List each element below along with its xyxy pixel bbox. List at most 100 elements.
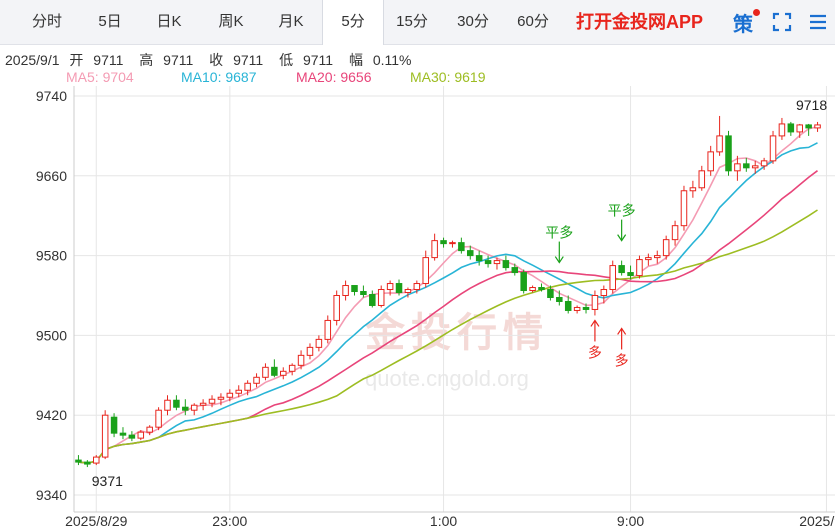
candle-body-83 — [814, 124, 821, 129]
candle-body-66 — [662, 239, 670, 257]
y-tick-label-2: 9500 — [36, 327, 67, 343]
candle-body-79 — [778, 123, 786, 137]
x-tick-label-3: 9:00 — [617, 513, 644, 529]
candle-body-40 — [431, 240, 438, 259]
candle-body-24 — [288, 364, 296, 372]
high-value: 9711 — [163, 52, 194, 68]
candle-body-38 — [413, 283, 421, 291]
candle-body-35 — [386, 283, 394, 291]
tab-5[interactable]: 5分 — [322, 0, 384, 45]
candle-body-19 — [244, 382, 251, 391]
menu-icon[interactable] — [808, 12, 828, 32]
tab-3[interactable]: 周K — [218, 13, 244, 30]
ma-line-ma10 — [78, 142, 818, 464]
y-tick-label-4: 9660 — [36, 168, 67, 184]
max-price-label: 9718 — [796, 97, 827, 113]
candle-body-32 — [360, 291, 367, 296]
candle-body-3 — [101, 414, 109, 458]
candle-body-58 — [591, 295, 599, 310]
candle-body-55 — [564, 300, 572, 311]
tab-0[interactable]: 分时 — [31, 13, 62, 30]
tab-6[interactable]: 15分 — [396, 13, 428, 30]
tab-7[interactable]: 30分 — [457, 13, 489, 30]
watermark-url: quote.cngold.org — [365, 366, 529, 391]
candle-body-21 — [262, 366, 269, 378]
candle-body-72 — [716, 135, 723, 153]
candle-body-68 — [680, 190, 688, 227]
high-label: 高 — [139, 52, 154, 68]
ma30-label: MA30: 9619 — [410, 69, 486, 85]
candle-body-17 — [226, 392, 234, 398]
candle-body-59 — [600, 289, 608, 297]
candle-body-82 — [805, 124, 812, 129]
candle-body-2 — [93, 456, 100, 464]
open-label: 开 — [69, 52, 84, 68]
candle-body-26 — [306, 346, 314, 356]
ohlc-info-bar: 2025/9/1 开 9711 高 9711 收 9711 低 9711 幅 0… — [5, 50, 424, 70]
watermark-cn: 金投行情 — [365, 311, 549, 355]
period-tab-bar: 分时 5日 日K 周K 月K 5分 15分 30分 60分 — [0, 0, 835, 45]
strategy-icon[interactable]: 策 — [733, 14, 753, 36]
candle-body-53 — [547, 289, 554, 298]
change-label: 幅 — [348, 52, 363, 68]
candle-body-30 — [342, 285, 349, 296]
y-tick-label-3: 9580 — [36, 248, 67, 264]
ma-line-ma30 — [78, 209, 818, 464]
candle-body-54 — [556, 296, 563, 302]
candle-body-31 — [351, 285, 358, 293]
long-arrowhead-5 — [617, 327, 627, 335]
candle-body-6 — [128, 434, 136, 439]
candle-body-9 — [155, 409, 162, 428]
candle-body-4 — [110, 416, 118, 434]
info-date: 2025/9/1 — [5, 52, 60, 68]
candle-body-7 — [137, 431, 145, 439]
candle-body-28 — [324, 319, 332, 340]
candle-body-20 — [253, 376, 260, 384]
candle-body-23 — [280, 370, 287, 376]
candle-body-50 — [520, 272, 527, 292]
candle-body-62 — [627, 272, 634, 277]
candle-body-34 — [377, 289, 385, 306]
candle-body-80 — [787, 123, 795, 133]
open-app-link[interactable]: 打开金投网APP — [576, 12, 704, 32]
candle-body-77 — [760, 160, 768, 167]
tab-8[interactable]: 60分 — [517, 13, 549, 30]
candle-body-64 — [645, 257, 652, 261]
tab-4[interactable]: 月K — [278, 13, 304, 30]
candle-body-52 — [538, 287, 545, 291]
candle-body-15 — [208, 398, 216, 404]
fullscreen-icon[interactable] — [772, 12, 792, 32]
long-arrowhead-4 — [590, 319, 600, 327]
y-tick-label-5: 9740 — [36, 88, 67, 104]
close-long-label-2: 平多 — [545, 225, 573, 241]
candle-body-5 — [119, 432, 127, 436]
candle-body-51 — [529, 287, 536, 292]
candle-body-67 — [671, 225, 679, 241]
open-value: 9711 — [93, 52, 124, 68]
ma-line-ma20 — [78, 170, 818, 464]
candle-body-13 — [190, 404, 198, 411]
tab-1[interactable]: 5日 — [98, 13, 122, 30]
candle-body-10 — [164, 399, 171, 411]
candle-body-27 — [315, 338, 323, 348]
ma10-label: MA10: 9687 — [181, 69, 257, 85]
candle-body-1 — [84, 461, 91, 465]
candle-body-14 — [199, 402, 207, 406]
long-label-5: 多 — [615, 352, 629, 368]
candle-body-76 — [751, 165, 759, 169]
candle-body-16 — [217, 396, 225, 400]
candle-body-61 — [618, 265, 625, 274]
candle-body-78 — [769, 135, 777, 162]
candle-body-73 — [725, 135, 732, 172]
low-label: 低 — [279, 52, 294, 68]
candle-body-63 — [636, 259, 643, 277]
candle-body-65 — [654, 255, 661, 259]
candle-body-75 — [743, 163, 750, 169]
close-long-arrowhead-2 — [554, 256, 564, 264]
candle-body-11 — [173, 399, 180, 408]
candle-body-39 — [422, 257, 429, 285]
tab-2[interactable]: 日K — [156, 13, 182, 30]
candle-body-0 — [75, 459, 82, 463]
candle-body-49 — [511, 267, 519, 274]
